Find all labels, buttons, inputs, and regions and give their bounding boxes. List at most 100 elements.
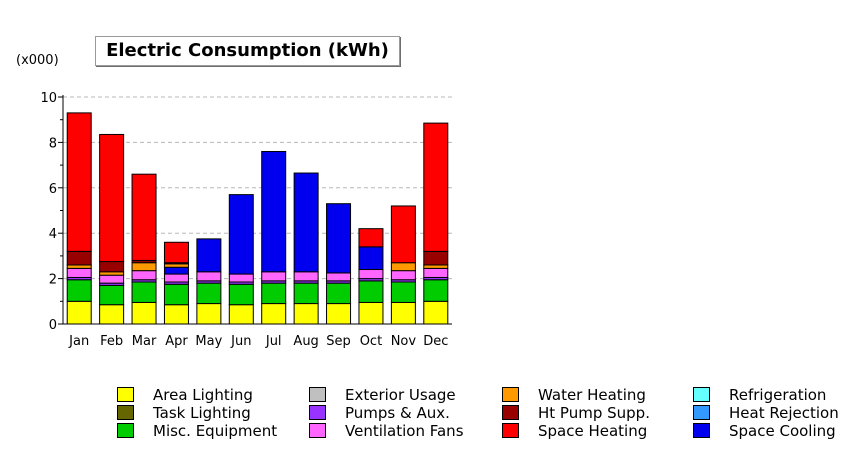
bar-segment-space-cooling bbox=[163, 266, 189, 275]
bar-segment-misc-equipment bbox=[196, 282, 222, 305]
bar-segment-ventilation-fans bbox=[423, 267, 449, 278]
bar-segment-ventilation-fans bbox=[358, 269, 384, 280]
chart-legend: Area Lighting Task Lighting Misc. Equipmen… bbox=[117, 386, 839, 446]
x-tick-label: Apr bbox=[165, 334, 188, 349]
bar-segment-misc-equipment bbox=[293, 282, 319, 305]
y-tick-label: 6 bbox=[49, 182, 57, 197]
bar-segment-misc-equipment bbox=[66, 279, 92, 302]
bar-segment-water-heating bbox=[131, 262, 157, 272]
y-axis-unit-label: (x000) bbox=[16, 53, 59, 68]
bar-segment-ventilation-fans bbox=[99, 274, 125, 284]
bar-segment-space-heating bbox=[163, 241, 189, 264]
bar-segment-water-heating bbox=[390, 262, 416, 272]
bar-segment-ventilation-fans bbox=[131, 270, 157, 281]
bar-segment-misc-equipment bbox=[390, 281, 416, 303]
bar-segment-space-cooling bbox=[326, 203, 352, 274]
bar-segment-space-cooling bbox=[261, 150, 287, 273]
bar-segment-misc-equipment bbox=[131, 281, 157, 303]
bar-segment-area-lighting bbox=[196, 303, 222, 325]
bar-segment-area-lighting bbox=[163, 304, 189, 325]
legend-swatch bbox=[309, 405, 326, 420]
legend-swatch bbox=[693, 423, 710, 438]
bar-segment-water-heating bbox=[163, 263, 189, 268]
bar-segment-water-heating bbox=[99, 271, 125, 276]
legend-label: Ventilation Fans bbox=[345, 422, 464, 440]
legend-swatch bbox=[309, 387, 326, 402]
legend-swatch bbox=[502, 387, 519, 402]
x-tick-label: Jan bbox=[68, 334, 89, 349]
bar-segment-ventilation-fans bbox=[163, 273, 189, 283]
bar-segment-area-lighting bbox=[423, 300, 449, 325]
bar-segment-area-lighting bbox=[66, 300, 92, 325]
legend-swatch bbox=[502, 405, 519, 420]
bar-segment-space-heating bbox=[423, 122, 449, 252]
bar-segment-ventilation-fans bbox=[293, 271, 319, 282]
bar-segment-space-heating bbox=[66, 112, 92, 252]
bar-segment-area-lighting bbox=[358, 301, 384, 325]
bar-segment-ht-pump-supp bbox=[99, 261, 125, 273]
x-tick-label: Aug bbox=[293, 334, 318, 349]
legend-swatch bbox=[117, 387, 134, 402]
legend-label: Ht Pump Supp. bbox=[538, 404, 650, 422]
bar-segment-misc-equipment bbox=[261, 282, 287, 305]
x-tick-label: Feb bbox=[100, 334, 123, 349]
legend-label: Pumps & Aux. bbox=[345, 404, 450, 422]
y-tick-label: 4 bbox=[49, 227, 57, 242]
bar-segment-ventilation-fans bbox=[326, 272, 352, 282]
bar-segment-ht-pump-supp bbox=[423, 250, 449, 266]
bar-segment-misc-equipment bbox=[423, 279, 449, 302]
legend-swatch bbox=[117, 405, 134, 420]
legend-swatch bbox=[117, 423, 134, 438]
bar-segment-misc-equipment bbox=[163, 283, 189, 306]
bar-segment-ventilation-fans bbox=[66, 267, 92, 278]
chart-title: Electric Consumption (kWh) bbox=[95, 36, 400, 66]
bar-segment-area-lighting bbox=[131, 301, 157, 325]
y-tick-label: 8 bbox=[49, 136, 57, 151]
bar-segment-space-cooling bbox=[196, 238, 222, 273]
bar-segment-space-heating bbox=[99, 133, 125, 263]
legend-label: Water Heating bbox=[538, 386, 646, 404]
bar-segment-misc-equipment bbox=[326, 282, 352, 305]
bar-segment-ventilation-fans bbox=[196, 271, 222, 282]
x-tick-label: Sep bbox=[326, 334, 351, 349]
x-tick-label: May bbox=[195, 334, 222, 349]
bar-segment-misc-equipment bbox=[99, 284, 125, 306]
legend-swatch bbox=[502, 423, 519, 438]
bar-segment-ventilation-fans bbox=[261, 271, 287, 282]
bar-segment-space-heating bbox=[131, 173, 157, 261]
x-tick-label: Nov bbox=[391, 334, 417, 349]
legend-label: Exterior Usage bbox=[345, 386, 456, 404]
bar-segment-water-heating bbox=[66, 264, 92, 269]
bar-segment-area-lighting bbox=[99, 304, 125, 325]
y-tick-label: 2 bbox=[49, 273, 57, 288]
legend-label: Refrigeration bbox=[729, 386, 827, 404]
bar-segment-area-lighting bbox=[390, 301, 416, 325]
bar-segment-space-cooling bbox=[293, 172, 319, 273]
bar-segment-space-cooling bbox=[358, 246, 384, 271]
legend-label: Space Cooling bbox=[729, 422, 836, 440]
legend-label: Area Lighting bbox=[153, 386, 253, 404]
x-tick-label: Oct bbox=[360, 334, 382, 349]
x-tick-label: Dec bbox=[423, 334, 448, 349]
legend-label: Space Heating bbox=[538, 422, 648, 440]
bar-segment-space-cooling bbox=[228, 194, 254, 275]
bar-segment-area-lighting bbox=[261, 303, 287, 325]
bar-segment-water-heating bbox=[423, 264, 449, 269]
bar-segment-ht-pump-supp bbox=[66, 250, 92, 266]
legend-label: Task Lighting bbox=[153, 404, 251, 422]
legend-swatch bbox=[693, 387, 710, 402]
bar-segment-ventilation-fans bbox=[390, 270, 416, 281]
x-tick-label: Mar bbox=[132, 334, 157, 349]
bar-segment-space-heating bbox=[358, 228, 384, 248]
legend-label: Heat Rejection bbox=[729, 404, 839, 422]
bar-segment-misc-equipment bbox=[228, 283, 254, 306]
legend-swatch bbox=[693, 405, 710, 420]
y-tick-label: 0 bbox=[49, 318, 57, 333]
bar-segment-ventilation-fans bbox=[228, 273, 254, 283]
bar-segment-misc-equipment bbox=[358, 280, 384, 303]
x-tick-label: Jul bbox=[265, 334, 282, 349]
bar-segment-area-lighting bbox=[293, 303, 319, 325]
bar-segment-area-lighting bbox=[228, 304, 254, 325]
